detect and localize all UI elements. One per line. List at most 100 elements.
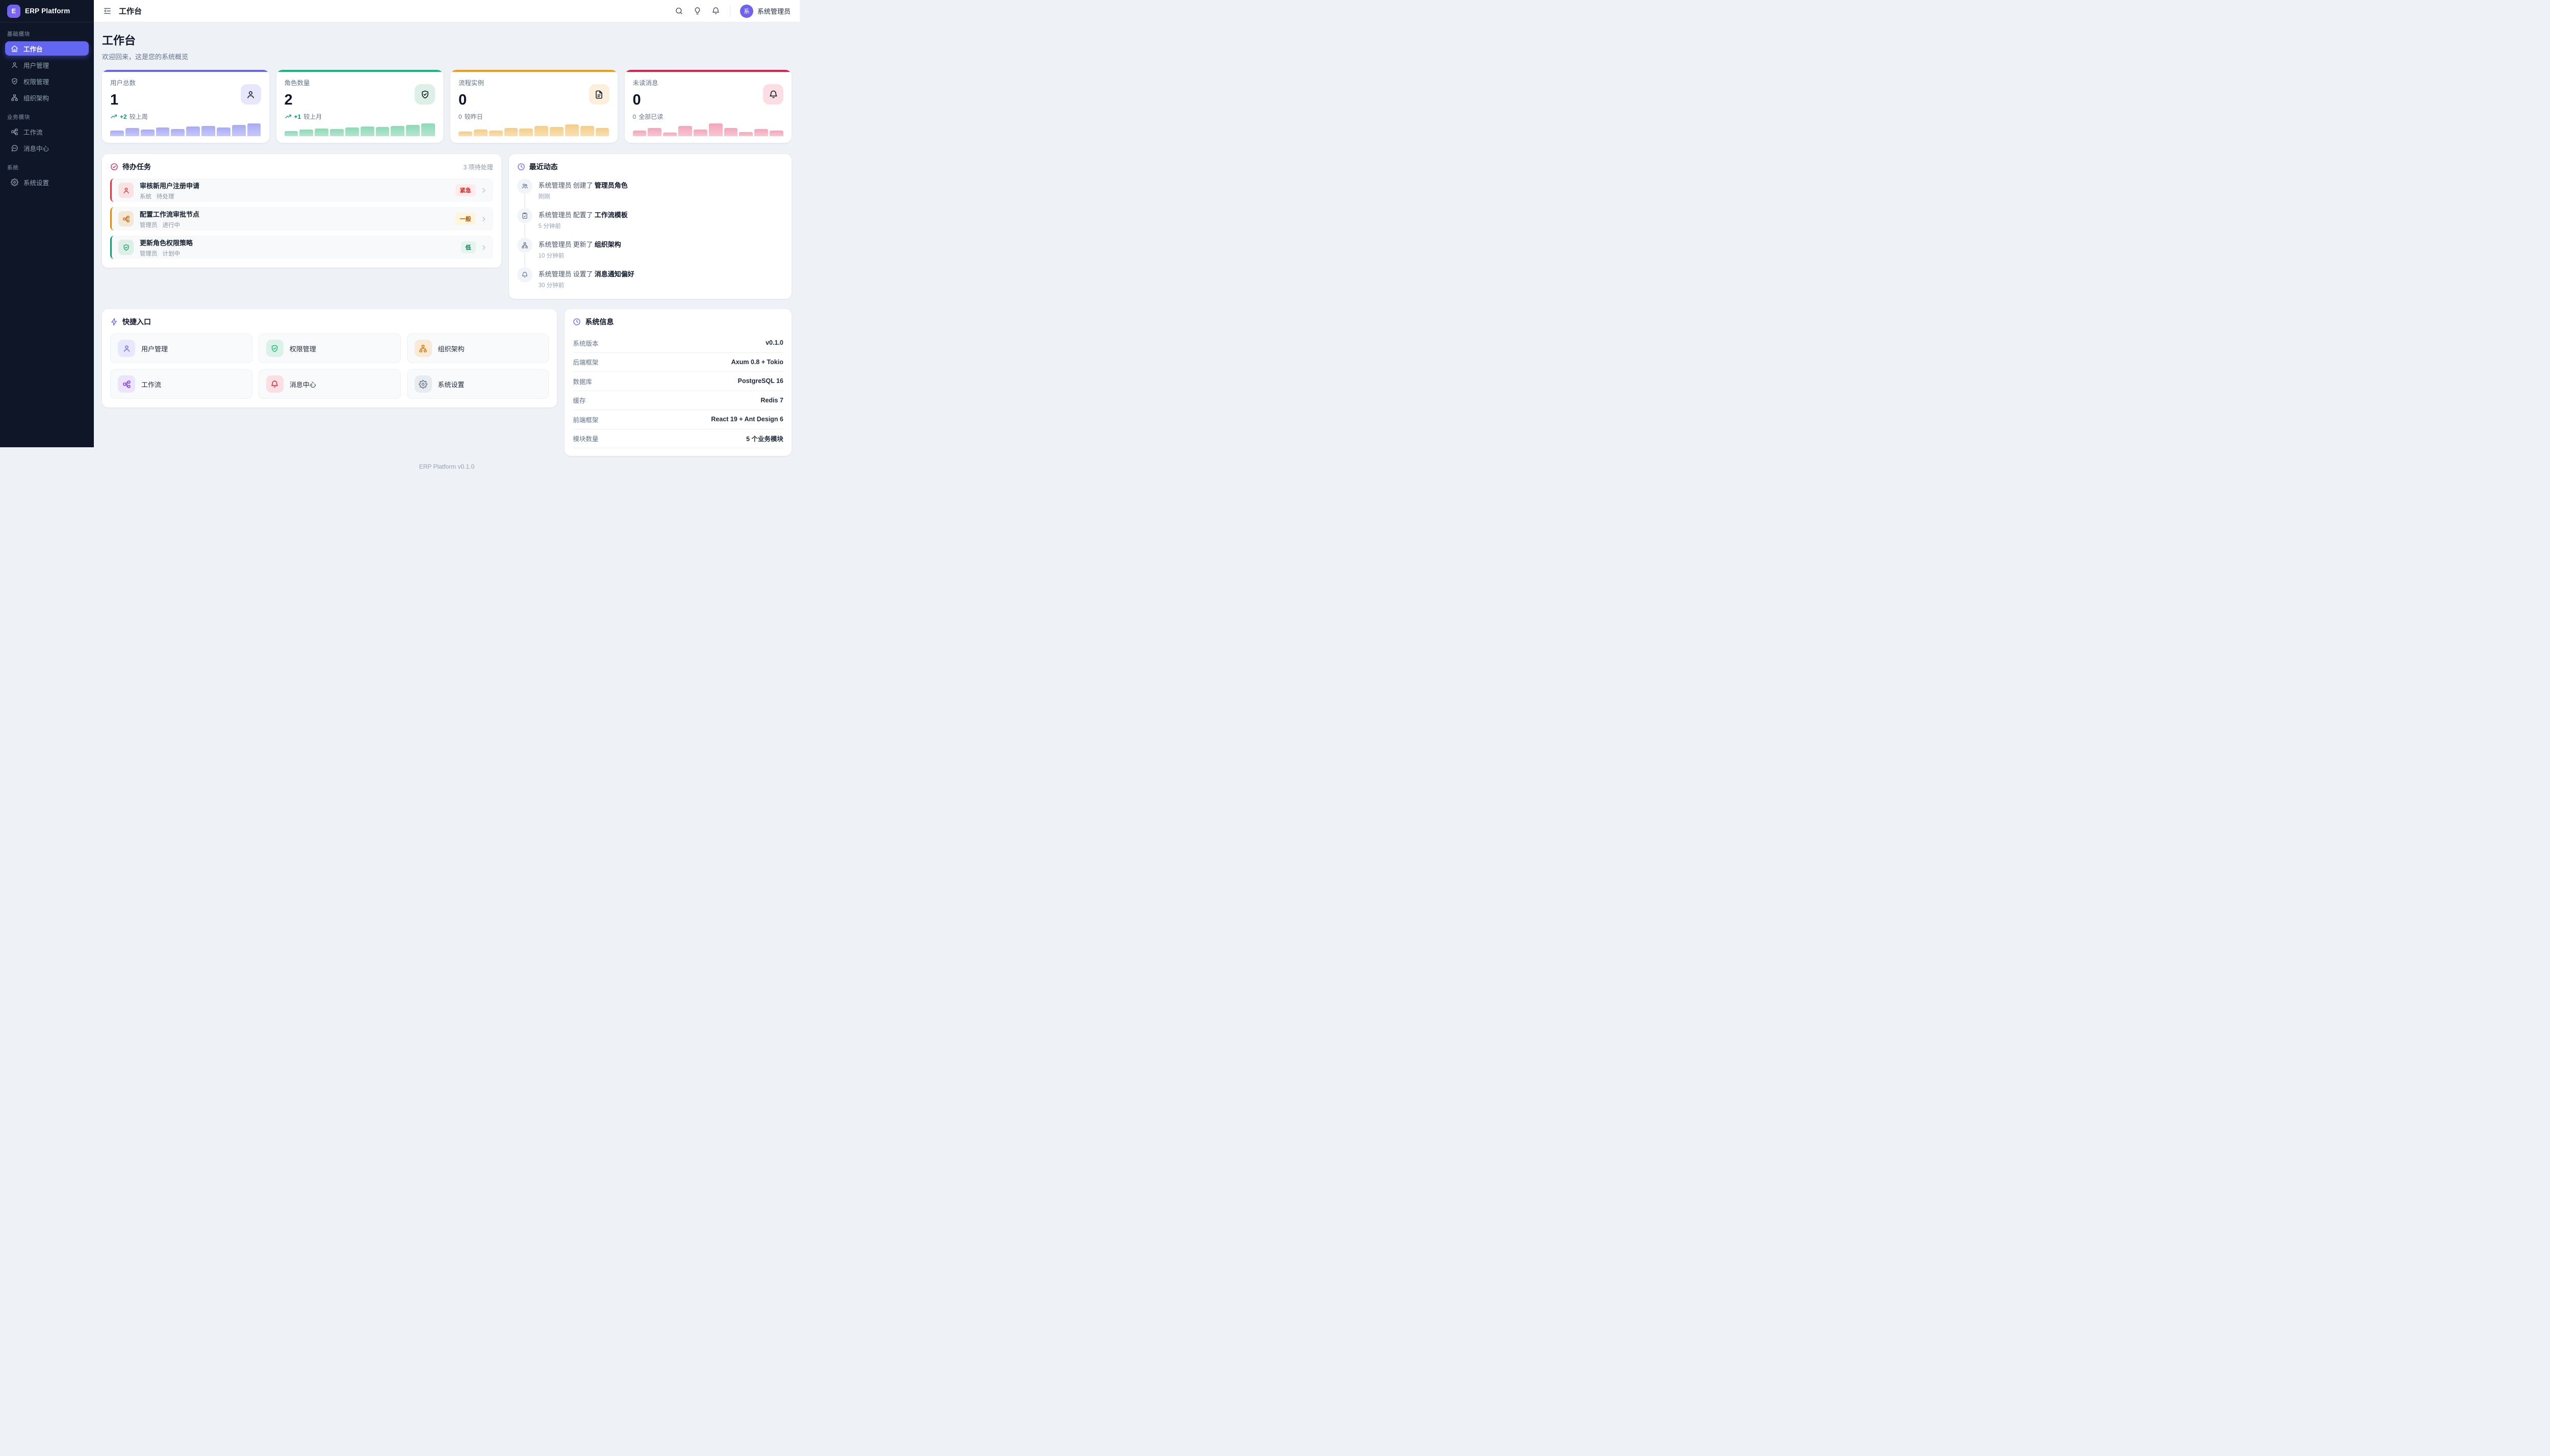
menu-fold-icon[interactable]: [103, 7, 112, 15]
bell-icon[interactable]: [711, 7, 720, 15]
trend-value: 0: [632, 113, 636, 120]
user-icon: [240, 84, 261, 105]
sidebar-item-label: 系统设置: [23, 179, 49, 187]
info-row-database: 数据库 PostgreSQL 16: [573, 372, 783, 391]
quick-tile-organization[interactable]: 组织架构: [406, 334, 549, 363]
sidebar-item-label: 组织架构: [23, 94, 49, 102]
task-status: 进行中: [162, 222, 181, 228]
shield-check-icon: [11, 78, 18, 85]
chevron-right-icon: [480, 187, 487, 194]
sparkline-chart: [284, 121, 436, 136]
sidebar-item-organization[interactable]: 组织架构: [5, 90, 89, 105]
sidebar-item-messages[interactable]: 消息中心: [5, 141, 89, 155]
stat-value: 0: [458, 92, 467, 108]
info-label: 数据库: [573, 378, 592, 386]
user-menu[interactable]: 系 系统管理员: [740, 4, 790, 18]
task-title: 更新角色权限策略: [140, 239, 193, 247]
stat-label: 流程实例: [458, 80, 484, 87]
brand-name: ERP Platform: [25, 7, 70, 15]
user-icon: [118, 340, 135, 357]
bell-icon: [517, 267, 532, 283]
sidebar-item-workflow[interactable]: 工作流: [5, 124, 89, 139]
activity-object: 消息通知偏好: [594, 270, 634, 278]
footer-text: ERP Platform v0.1.0: [419, 463, 475, 470]
activity-object: 组织架构: [594, 241, 621, 248]
task-row-configure-workflow[interactable]: 配置工作流审批节点 管理员 进行中 一般: [110, 207, 493, 231]
activity-actor: 系统管理员: [538, 241, 572, 248]
tile-label: 用户管理: [141, 345, 168, 353]
trend-label: 较上周: [129, 113, 148, 120]
workflow-icon: [118, 211, 134, 226]
quick-tile-workflow[interactable]: 工作流: [110, 369, 252, 399]
shield-check-icon: [266, 340, 284, 357]
activity-title: 最近动态: [529, 163, 558, 171]
stat-label: 角色数量: [284, 80, 310, 87]
todo-panel: 待办任务 3 项待处理 审核新用户注册申请 系统 待处理 紧急: [102, 154, 501, 268]
card-accent-bar: [276, 70, 443, 72]
activity-action: 创建了: [573, 182, 593, 189]
stat-label: 用户总数: [110, 80, 136, 87]
trend-label: 较上月: [303, 113, 322, 120]
user-icon: [118, 183, 134, 198]
quick-title: 快捷入口: [122, 318, 151, 326]
info-label: 系统版本: [573, 340, 599, 347]
priority-badge: 一般: [455, 213, 476, 225]
avatar: 系: [740, 4, 753, 18]
shield-check-icon: [415, 84, 435, 105]
stat-value: 0: [632, 92, 641, 108]
card-accent-bar: [624, 70, 792, 72]
activity-object: 管理员角色: [594, 182, 628, 189]
quick-tile-users[interactable]: 用户管理: [110, 334, 252, 363]
task-row-update-role-policy[interactable]: 更新角色权限策略 管理员 计划中 低: [110, 236, 493, 259]
sidebar-item-users[interactable]: 用户管理: [5, 58, 89, 72]
home-icon: [11, 45, 18, 53]
system-info-panel: 系统信息 系统版本 v0.1.0 后端框架 Axum 0.8 + Tokio 数…: [565, 309, 792, 456]
stat-card-roles: 角色数量 2 +1 较上月: [276, 70, 443, 143]
task-row-review-registration[interactable]: 审核新用户注册申请 系统 待处理 紧急: [110, 178, 493, 202]
task-status: 计划中: [162, 250, 181, 257]
info-label: 缓存: [573, 397, 586, 405]
clipboard-icon: [517, 208, 532, 223]
trend-value: +1: [294, 113, 301, 120]
activity-action: 设置了: [573, 270, 593, 278]
org-icon: [517, 238, 532, 253]
shield-check-icon: [118, 240, 134, 255]
info-value: 5 个业务模块: [746, 436, 783, 443]
trend-label: 较昨日: [464, 113, 483, 120]
info-label: 模块数量: [573, 436, 599, 443]
info-row-version: 系统版本 v0.1.0: [573, 334, 783, 353]
org-icon: [11, 94, 18, 101]
activity-action: 更新了: [573, 241, 593, 248]
tile-label: 系统设置: [438, 380, 465, 389]
activity-time: 10 分钟前: [538, 253, 565, 259]
info-value: Redis 7: [760, 396, 783, 404]
app-logo: E: [7, 4, 20, 18]
tile-label: 权限管理: [289, 345, 316, 353]
lightning-icon: [110, 318, 118, 326]
quick-tile-permissions[interactable]: 权限管理: [258, 334, 401, 363]
sidebar-item-settings[interactable]: 系统设置: [5, 175, 89, 189]
priority-badge: 紧急: [455, 184, 476, 196]
search-icon[interactable]: [675, 7, 683, 15]
sidebar: E ERP Platform 基础模块 工作台 用户管理 权限管理 组织架构 业…: [0, 0, 94, 447]
tile-label: 消息中心: [289, 380, 316, 389]
activity-time: 刚刚: [538, 194, 550, 200]
lightbulb-icon[interactable]: [693, 7, 702, 15]
info-value: v0.1.0: [766, 339, 783, 347]
main-area: 工作台 系 系统管理员 工作台 欢迎回来，这是您的系统概览 用户总数 1: [94, 0, 800, 470]
activity-time: 5 分钟前: [538, 223, 561, 229]
activity-item: 系统管理员 更新了 组织架构 10 分钟前: [517, 238, 783, 267]
stat-trend: +2 较上周: [110, 112, 261, 121]
stat-trend: 0 全部已读: [633, 112, 784, 121]
info-label: 后端框架: [573, 359, 599, 367]
topbar-title: 工作台: [119, 7, 142, 16]
quick-tile-settings[interactable]: 系统设置: [406, 369, 549, 399]
sidebar-item-permissions[interactable]: 权限管理: [5, 74, 89, 88]
clock-icon: [573, 318, 581, 326]
clock-icon: [517, 163, 525, 171]
quick-tile-messages[interactable]: 消息中心: [258, 369, 401, 399]
stat-value: 2: [284, 92, 293, 108]
sidebar-item-workbench[interactable]: 工作台: [5, 41, 89, 56]
info-row-modules: 模块数量 5 个业务模块: [573, 429, 783, 448]
stat-trend: 0 较昨日: [458, 112, 609, 121]
